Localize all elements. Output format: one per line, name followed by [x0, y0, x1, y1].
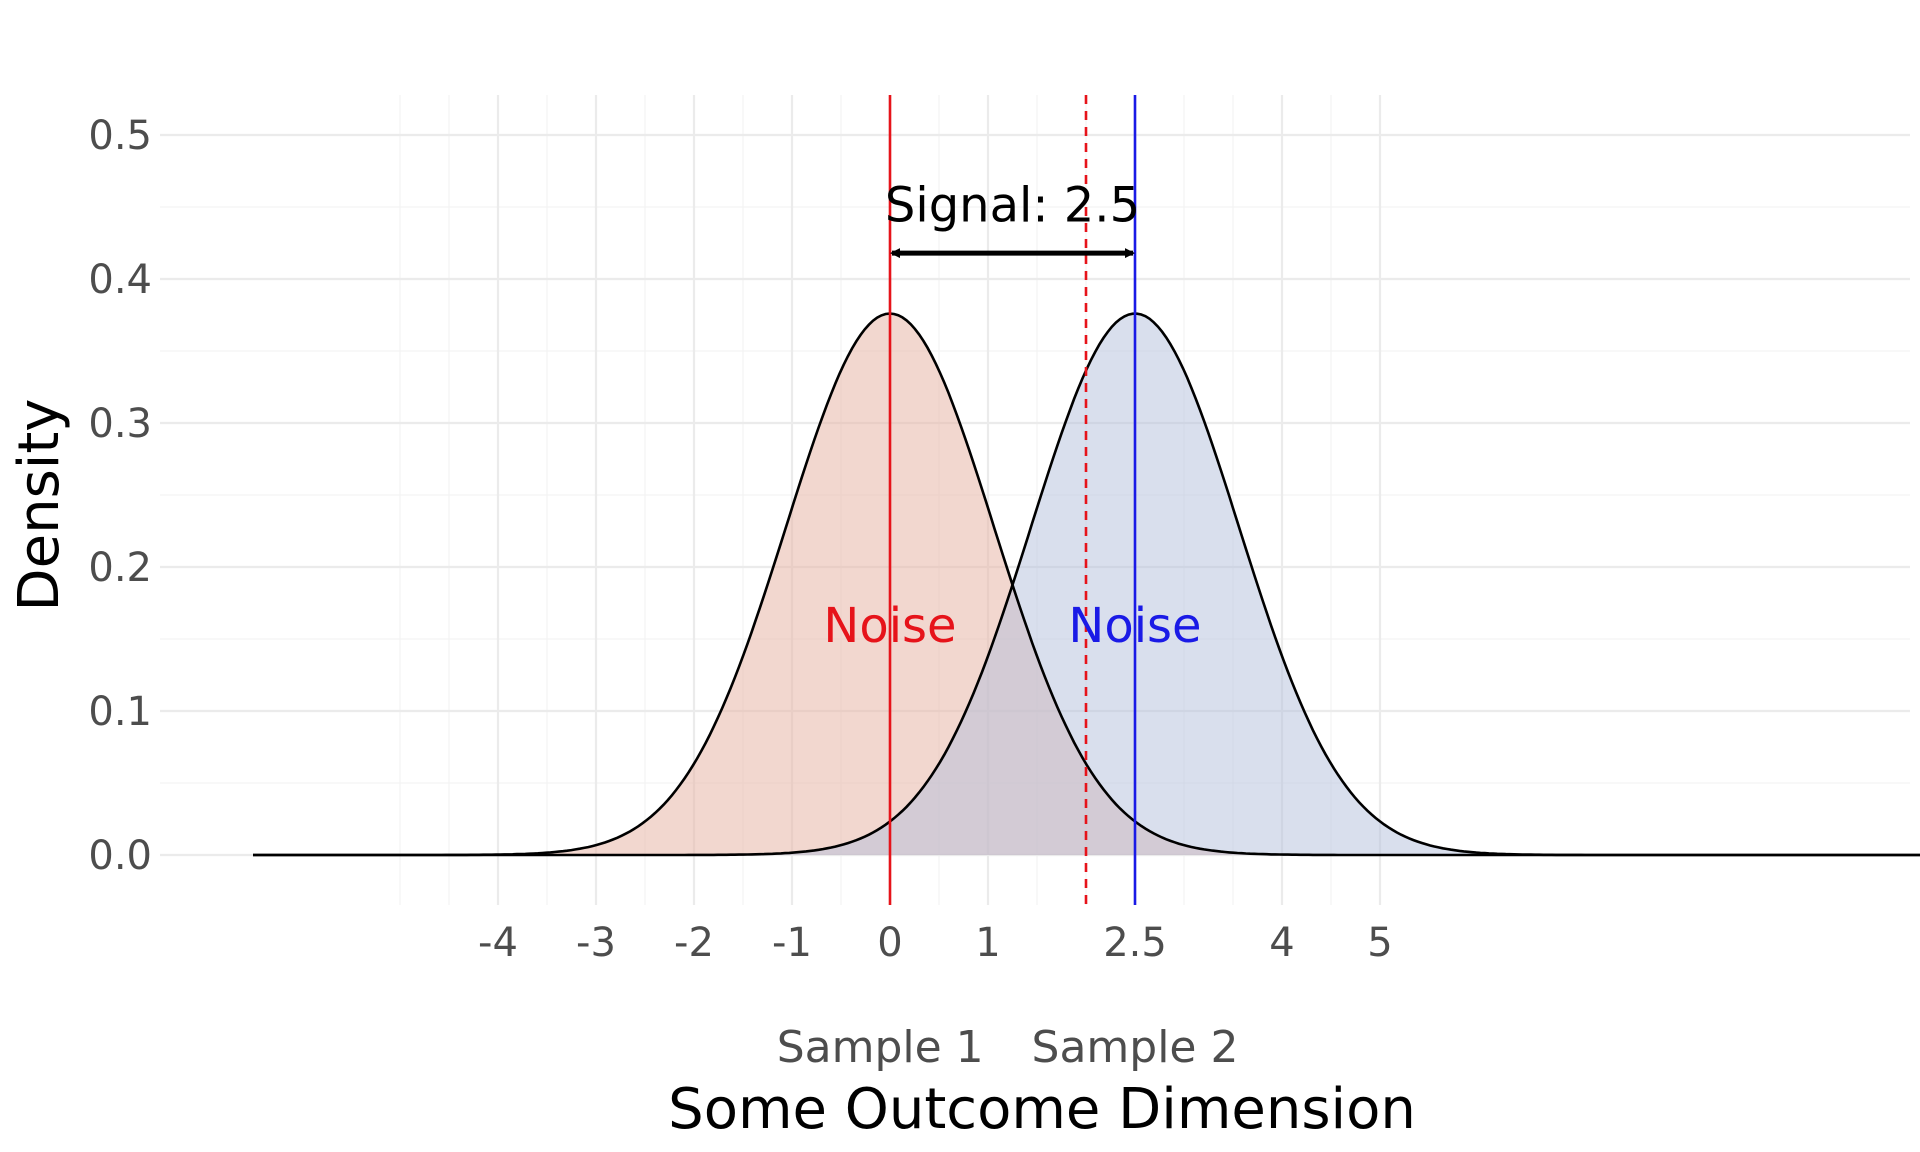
y-tick-label: 0.4 — [88, 257, 152, 303]
x-axis-title: Some Outcome Dimension — [668, 1077, 1416, 1142]
x-tick-label: 2.5 — [1103, 920, 1167, 966]
x-tick-label: 4 — [1269, 920, 1294, 966]
x-tick-label: 5 — [1367, 920, 1392, 966]
y-tick-label: 0.0 — [88, 833, 152, 879]
x-tick-label: -2 — [674, 920, 714, 966]
group-label-2: Sample 2 — [1032, 1022, 1239, 1073]
density-curves — [253, 312, 1920, 857]
y-tick-label: 0.1 — [88, 689, 152, 735]
density-curve-2 — [253, 312, 1920, 857]
signal-label: Signal: 2.5 — [885, 177, 1140, 233]
y-axis-title: Density — [7, 399, 72, 612]
noise-label-2: Noise — [1068, 598, 1201, 654]
x-tick-label: 0 — [877, 920, 902, 966]
reference-lines — [888, 95, 1137, 905]
y-tick-label: 0.2 — [88, 545, 152, 591]
y-tick-label: 0.5 — [88, 113, 152, 159]
y-tick-label: 0.3 — [88, 401, 152, 447]
x-tick-label: -4 — [478, 920, 518, 966]
y-axis-ticks: 0.0 0.1 0.2 0.3 0.4 0.5 — [88, 113, 152, 879]
group-label-1: Sample 1 — [777, 1022, 984, 1073]
x-axis-ticks: -4 -3 -2 -1 0 1 2.5 4 5 — [478, 920, 1393, 966]
density-fills — [253, 313, 1920, 855]
x-tick-label: -3 — [576, 920, 616, 966]
noise-label-1: Noise — [823, 598, 956, 654]
annotations: Signal: 2.5 Noise Noise Sample 1 Sample 2 — [777, 177, 1239, 1073]
x-tick-label: 1 — [975, 920, 1000, 966]
x-tick-label: -1 — [772, 920, 812, 966]
density-area-2 — [253, 313, 1920, 855]
